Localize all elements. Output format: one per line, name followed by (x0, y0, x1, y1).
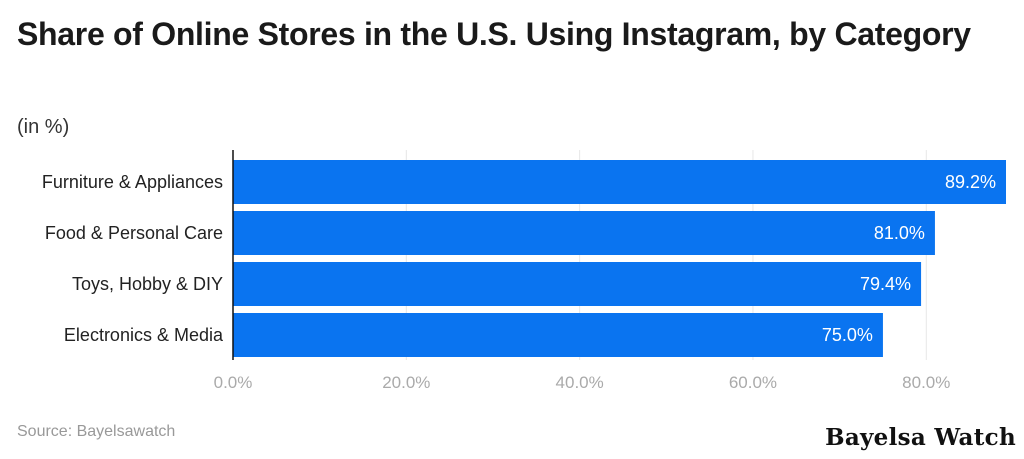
chart-subtitle: (in %) (17, 116, 70, 138)
value-label: 81.0% (874, 223, 925, 243)
value-label: 75.0% (822, 325, 873, 345)
value-label: 89.2% (945, 172, 996, 192)
category-label: Toys, Hobby & DIY (72, 274, 223, 294)
chart-title: Share of Online Stores in the U.S. Using… (17, 16, 971, 52)
bar (233, 313, 883, 357)
x-tick-label: 0.0% (214, 373, 253, 392)
bar-chart: Furniture & Appliances Food & Personal Ca… (42, 150, 1006, 392)
value-label: 79.4% (860, 274, 911, 294)
bar (233, 160, 1006, 204)
category-labels: Furniture & Appliances Food & Personal Ca… (42, 172, 224, 345)
x-tick-label: 40.0% (556, 373, 604, 392)
bars (233, 160, 1006, 357)
category-label: Food & Personal Care (45, 223, 223, 243)
category-label: Furniture & Appliances (42, 172, 223, 192)
source-note: Source: Bayelsawatch (17, 423, 176, 440)
category-label: Electronics & Media (64, 325, 224, 345)
x-tick-label: 60.0% (729, 373, 777, 392)
bar (233, 262, 922, 306)
x-tick-label: 80.0% (902, 373, 950, 392)
brand-logo: Bayelsa Watch (825, 424, 1016, 451)
x-tick-label: 20.0% (382, 373, 430, 392)
bar (233, 211, 935, 255)
value-labels: 89.2% 81.0% 79.4% 75.0% (822, 172, 996, 345)
x-axis-tick-labels: 0.0% 20.0% 40.0% 60.0% 80.0% (214, 373, 951, 392)
